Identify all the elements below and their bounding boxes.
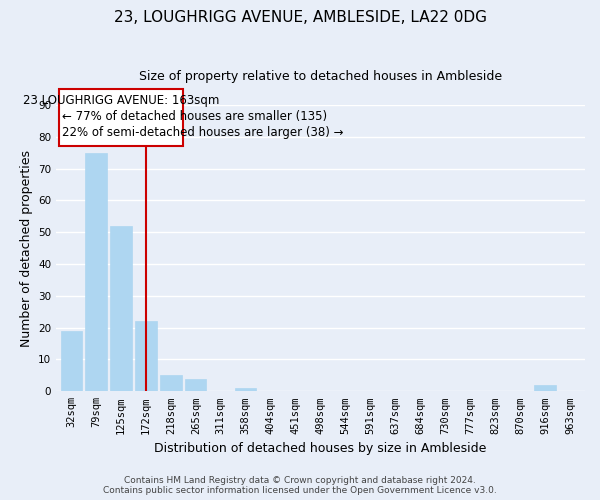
Text: Contains HM Land Registry data © Crown copyright and database right 2024.
Contai: Contains HM Land Registry data © Crown c… (103, 476, 497, 495)
Text: 23 LOUGHRIGG AVENUE: 163sqm: 23 LOUGHRIGG AVENUE: 163sqm (23, 94, 219, 106)
Bar (110, 226, 131, 392)
FancyBboxPatch shape (59, 89, 184, 146)
X-axis label: Distribution of detached houses by size in Ambleside: Distribution of detached houses by size … (154, 442, 487, 455)
Title: Size of property relative to detached houses in Ambleside: Size of property relative to detached ho… (139, 70, 502, 83)
Bar (535, 385, 556, 392)
Text: 22% of semi-detached houses are larger (38) →: 22% of semi-detached houses are larger (… (62, 126, 344, 138)
Bar (235, 388, 256, 392)
Bar (85, 152, 107, 392)
Bar (61, 331, 82, 392)
Bar (136, 322, 157, 392)
Y-axis label: Number of detached properties: Number of detached properties (20, 150, 32, 346)
Text: ← 77% of detached houses are smaller (135): ← 77% of detached houses are smaller (13… (62, 110, 328, 122)
Text: 23, LOUGHRIGG AVENUE, AMBLESIDE, LA22 0DG: 23, LOUGHRIGG AVENUE, AMBLESIDE, LA22 0D… (113, 10, 487, 25)
Bar (185, 378, 206, 392)
Bar (160, 376, 182, 392)
